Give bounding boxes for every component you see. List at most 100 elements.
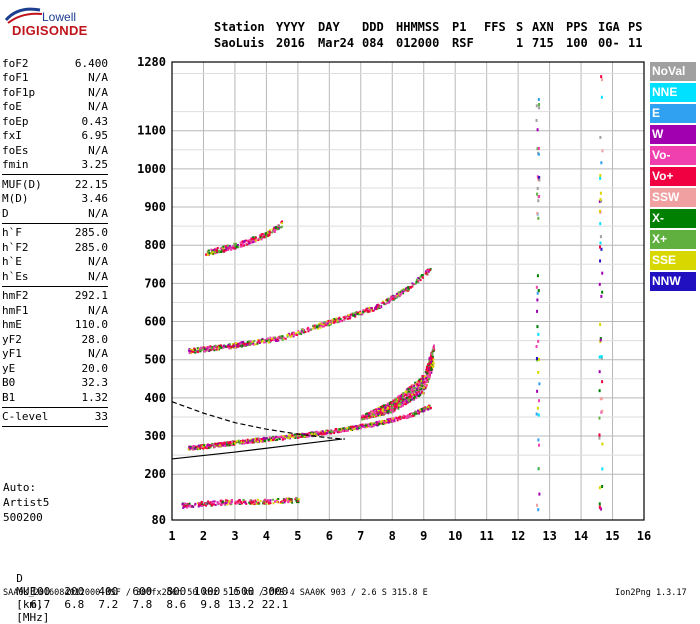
- echo-point: [405, 289, 408, 292]
- echo-point: [213, 249, 216, 252]
- echo-point: [342, 316, 345, 319]
- echo-point: [397, 418, 400, 421]
- echo-point: [432, 358, 435, 361]
- echo-point: [408, 413, 411, 416]
- echo-point: [311, 431, 314, 434]
- x-tick-label: 16: [637, 529, 651, 543]
- echo-point: [376, 409, 379, 412]
- echo-point: [415, 396, 418, 399]
- echo-point: [368, 310, 371, 313]
- echo-point: [227, 344, 230, 347]
- echo-point: [249, 502, 252, 505]
- echo-point: [319, 322, 322, 325]
- echo-point: [368, 412, 371, 415]
- echo-point: [248, 239, 251, 242]
- echo-point: [276, 228, 279, 231]
- echo-point: [426, 373, 429, 376]
- echo-point: [226, 503, 229, 506]
- echo-point: [599, 340, 602, 344]
- param-row: foEs N/A: [2, 143, 108, 158]
- echo-point: [351, 428, 354, 431]
- echo-point: [380, 422, 383, 425]
- echo-point: [320, 433, 323, 436]
- echo-point: [240, 440, 243, 443]
- echo-point: [432, 349, 435, 352]
- echo-point: [537, 288, 540, 292]
- echo-point: [257, 239, 260, 242]
- echo-point: [421, 384, 424, 387]
- echo-point: [269, 499, 272, 502]
- echo-point: [349, 427, 352, 430]
- echo-point: [400, 292, 403, 295]
- echo-point: [315, 432, 318, 435]
- param-label: fxI: [2, 129, 22, 143]
- echo-point: [432, 365, 435, 368]
- echo-point: [338, 316, 341, 319]
- echo-point: [217, 442, 220, 445]
- echo-point: [218, 345, 221, 348]
- echo-point: [193, 503, 196, 506]
- echo-point: [257, 437, 260, 440]
- param-value: 0.43: [81, 114, 109, 128]
- muf-table-cell: 800: [166, 585, 187, 598]
- echo-point: [415, 387, 418, 390]
- echo-point: [268, 233, 271, 236]
- echo-point: [391, 297, 394, 300]
- param-row: B1 1.32: [2, 390, 108, 405]
- param-row: yF1 N/A: [2, 347, 108, 362]
- echo-point: [288, 434, 291, 437]
- echo-point: [284, 337, 287, 340]
- param-row: fmin 3.25: [2, 158, 108, 173]
- echo-point: [368, 425, 371, 428]
- echo-point: [427, 405, 430, 408]
- echo-point: [276, 438, 279, 441]
- echo-point: [370, 307, 373, 310]
- echo-point: [291, 332, 294, 335]
- echo-point: [538, 399, 541, 403]
- echo-point: [386, 299, 389, 302]
- echo-point: [245, 502, 248, 505]
- echo-point: [214, 251, 217, 254]
- echo-point: [599, 173, 602, 177]
- echo-point: [202, 447, 205, 450]
- echo-point: [308, 434, 311, 437]
- echo-point: [350, 313, 353, 316]
- echo-point: [428, 375, 431, 378]
- echo-point: [397, 407, 400, 410]
- echo-point: [409, 286, 412, 289]
- echo-point: [417, 390, 420, 393]
- echo-point: [297, 435, 300, 438]
- echo-point: [211, 250, 214, 253]
- param-value: N/A: [88, 303, 108, 317]
- echo-point: [423, 408, 426, 411]
- echo-point: [323, 323, 326, 326]
- echo-point: [346, 427, 349, 430]
- echo-point: [257, 498, 260, 501]
- x-tick-label: 11: [479, 529, 493, 543]
- param-label: MUF(D): [2, 177, 42, 191]
- echo-point: [326, 432, 329, 435]
- echo-point: [224, 442, 227, 445]
- echo-point: [195, 445, 198, 448]
- echo-point: [293, 333, 296, 336]
- echo-point: [385, 419, 388, 422]
- legend-item-x-: X-: [650, 209, 696, 228]
- echo-point: [410, 396, 413, 399]
- echo-point: [369, 308, 372, 311]
- echo-point: [400, 400, 403, 403]
- echo-point: [371, 415, 374, 418]
- val-pps: 100: [566, 36, 588, 50]
- echo-point: [322, 433, 325, 436]
- echo-point: [273, 437, 276, 440]
- echo-point: [222, 500, 225, 503]
- echo-point: [238, 441, 241, 444]
- echo-point: [285, 436, 288, 439]
- echo-point: [323, 321, 326, 324]
- echo-point: [185, 504, 188, 507]
- echo-point: [307, 328, 310, 331]
- echo-point: [379, 406, 382, 409]
- echo-point: [199, 446, 202, 449]
- echo-point: [213, 445, 216, 448]
- echo-point: [347, 315, 350, 318]
- echo-point: [248, 439, 251, 442]
